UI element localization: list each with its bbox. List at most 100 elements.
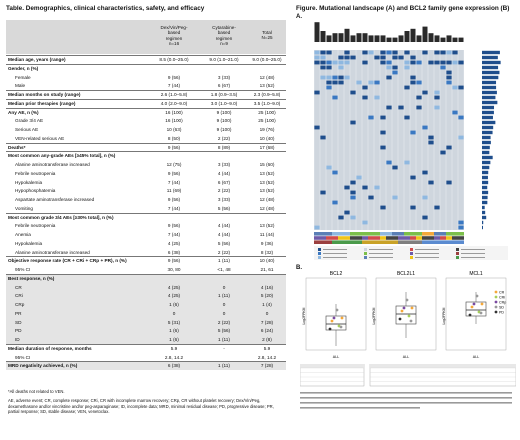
note-text-line [300, 402, 512, 404]
mutation-cell [392, 55, 398, 60]
top-bar-plot [314, 22, 464, 42]
annotation-cell [458, 232, 464, 236]
mutation-cell [458, 220, 464, 225]
mutation-cell [320, 50, 326, 55]
header-cyt: Cytarabine- based regimen n=9 [202, 25, 246, 47]
row-label: CRp [15, 302, 25, 307]
table-row: Median duration of response, months 5.9 - 5… [6, 345, 286, 352]
table-row: Hypophosphatemia 11 (69) 2 (22) 13 (52) [6, 187, 286, 194]
row-value: 6 (67) [217, 83, 231, 89]
shaded-band [6, 361, 286, 370]
row-value: 0 [265, 310, 269, 316]
row-label: Alanine aminotransferase increased [15, 162, 90, 167]
annotation-cell [398, 232, 404, 236]
table-row: PD 1 (6) 5 (56) 6 (24) [6, 327, 286, 334]
legend-text-line [369, 253, 393, 254]
top-bar [428, 33, 434, 42]
mutation-cell [392, 50, 398, 55]
annotation-cell [374, 236, 380, 240]
right-bar [482, 95, 496, 100]
annotation-cell [398, 236, 404, 240]
annotation-cell [368, 236, 374, 240]
data-point [330, 319, 334, 323]
mutation-cell [422, 125, 428, 130]
row-value: 9 (56) [167, 223, 181, 229]
expression-summary-tables [300, 364, 516, 409]
annotation-cell [326, 232, 332, 236]
table-row: VEN-related serious AE 8 (50) 2 (22) 10 (40… [6, 135, 286, 142]
table-row: 95% CI 2.8, 14.2 2.8, 14.2 [6, 354, 286, 361]
mutation-cell [434, 95, 440, 100]
right-bar [482, 200, 488, 205]
data-point [332, 316, 336, 320]
legend-text-line [461, 249, 485, 250]
annotation-cell [446, 232, 452, 236]
top-bar [446, 35, 452, 42]
top-bar [326, 35, 332, 42]
boxplot-bcl2l1: BCL2L1 Log2FPKM ALL [372, 271, 437, 359]
top-bar [452, 37, 458, 42]
mutation-cell [440, 65, 446, 70]
annotation-cell [344, 236, 350, 240]
mutation-cell [362, 220, 368, 225]
mutation-cell [344, 55, 350, 60]
legend-swatch [456, 248, 459, 251]
right-bar [482, 210, 486, 215]
legend-text-line [323, 249, 347, 250]
row-value: 11 (44) [259, 232, 275, 237]
mutation-cell [392, 70, 398, 75]
annotation-cell [368, 240, 374, 244]
row-value: 12 (75) [166, 162, 182, 167]
oncoprint-grid [313, 50, 465, 230]
mutation-cell [350, 90, 356, 95]
legend-text-line [461, 253, 485, 254]
mutation-cell [314, 60, 320, 65]
mutation-cell [368, 115, 374, 120]
top-bar [422, 26, 428, 42]
row-value: 1 (11) [218, 293, 230, 299]
data-point [470, 305, 474, 309]
mutation-cell [404, 85, 410, 90]
mutation-cell [392, 65, 398, 70]
row-value: 3 (33) [217, 162, 231, 167]
annotation-cell [350, 240, 356, 244]
row-label: Median prior therapies (range) [8, 100, 76, 106]
note-text-line [300, 397, 512, 399]
row-label: Median duration of response, months [8, 345, 92, 351]
mutation-cell [416, 80, 422, 85]
table-row: Median months on study (range) 2.6 (1.0–5… [6, 91, 286, 98]
legend-label: CRi [499, 295, 505, 299]
row-value: 13 (52) [259, 83, 275, 89]
row-value: 7 (44) [167, 205, 181, 211]
top-bar [344, 28, 350, 42]
mutation-cell [422, 50, 428, 55]
row-value: - [223, 345, 225, 351]
table-row: CR 4 (25) 0 4 (16) [6, 284, 286, 291]
mutation-cell [314, 90, 320, 95]
row-label: Febrile neutropenia [15, 170, 56, 176]
mutation-cell [422, 195, 428, 200]
right-bar [482, 120, 496, 125]
boxplot-bcl2-title: BCL2 [330, 271, 343, 277]
mutation-cell [344, 50, 350, 55]
mutation-cell [380, 205, 386, 210]
legend-marker [494, 295, 498, 299]
row-separator [6, 212, 286, 214]
mutation-cell [362, 185, 368, 190]
annotation-cell [416, 240, 422, 244]
right-bar [482, 65, 499, 70]
row-value: 12 (48) [259, 205, 275, 211]
mutation-cell [314, 125, 320, 130]
data-point [479, 311, 483, 315]
mutation-cell [374, 80, 380, 85]
row-value: 2.6 (1.0–5.8) [160, 92, 188, 97]
row-value: 8 (50) [167, 135, 181, 141]
legend-swatch [364, 248, 367, 251]
row-label: MRD negativity achieved, n (%) [8, 363, 78, 369]
right-bar [482, 165, 490, 170]
row-value: 9 (56) [167, 144, 181, 150]
annotation-cell [320, 240, 326, 244]
top-bar [332, 33, 338, 42]
row-label: Gender, n (%) [8, 65, 39, 71]
annotation-cell [356, 236, 362, 240]
